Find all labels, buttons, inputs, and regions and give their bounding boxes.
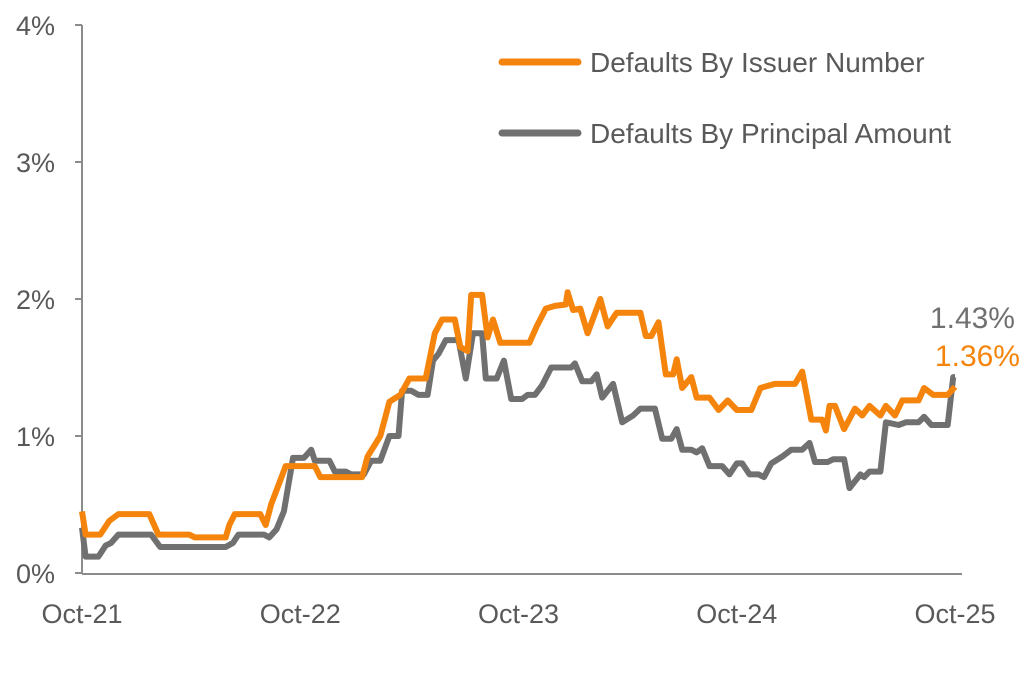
x-tick-label: Oct-25 xyxy=(914,599,995,629)
y-tick-label: 0% xyxy=(16,559,55,589)
x-tick-label: Oct-21 xyxy=(41,599,122,629)
legend-label: Defaults By Principal Amount xyxy=(590,118,951,149)
legend-label: Defaults By Issuer Number xyxy=(590,47,925,78)
x-tick-label: Oct-22 xyxy=(260,599,341,629)
x-tick-label: Oct-24 xyxy=(696,599,777,629)
y-tick-label: 3% xyxy=(16,148,55,178)
series-line-1 xyxy=(79,330,957,560)
y-tick-label: 1% xyxy=(16,422,55,452)
x-tick-label: Oct-23 xyxy=(478,599,559,629)
y-tick-label: 4% xyxy=(16,11,55,41)
end-label-issuer: 1.36% xyxy=(935,340,1020,373)
end-label-principal: 1.43% xyxy=(930,302,1015,335)
series-line-0 xyxy=(79,289,958,541)
y-tick-label: 2% xyxy=(16,285,55,315)
